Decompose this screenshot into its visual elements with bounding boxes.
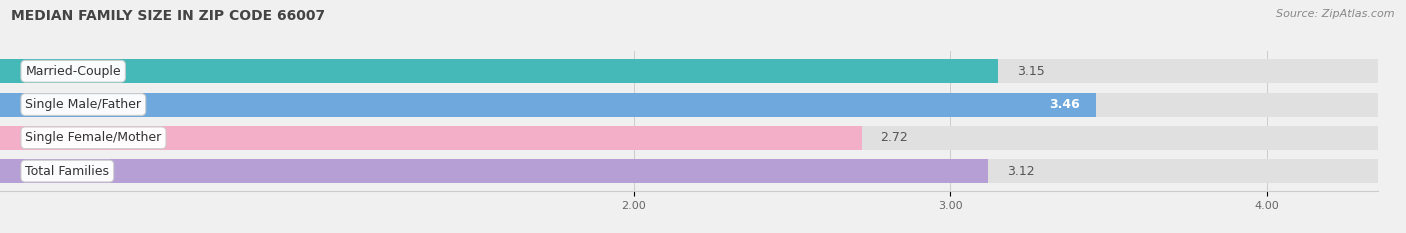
Text: 3.12: 3.12 bbox=[1007, 164, 1035, 178]
Text: MEDIAN FAMILY SIZE IN ZIP CODE 66007: MEDIAN FAMILY SIZE IN ZIP CODE 66007 bbox=[11, 9, 325, 23]
Text: 3.46: 3.46 bbox=[1049, 98, 1080, 111]
Text: Single Male/Father: Single Male/Father bbox=[25, 98, 142, 111]
Bar bbox=[0, 159, 988, 183]
Text: Source: ZipAtlas.com: Source: ZipAtlas.com bbox=[1277, 9, 1395, 19]
Text: Married-Couple: Married-Couple bbox=[25, 65, 121, 78]
Bar bbox=[0, 93, 1095, 116]
Text: 3.15: 3.15 bbox=[1017, 65, 1045, 78]
Bar bbox=[0, 159, 1378, 183]
Bar bbox=[0, 59, 1378, 83]
Text: Single Female/Mother: Single Female/Mother bbox=[25, 131, 162, 144]
Bar bbox=[0, 93, 1378, 116]
Text: Total Families: Total Families bbox=[25, 164, 110, 178]
Bar bbox=[0, 126, 862, 150]
Bar bbox=[0, 126, 1378, 150]
Bar bbox=[0, 59, 998, 83]
Text: 2.72: 2.72 bbox=[880, 131, 908, 144]
